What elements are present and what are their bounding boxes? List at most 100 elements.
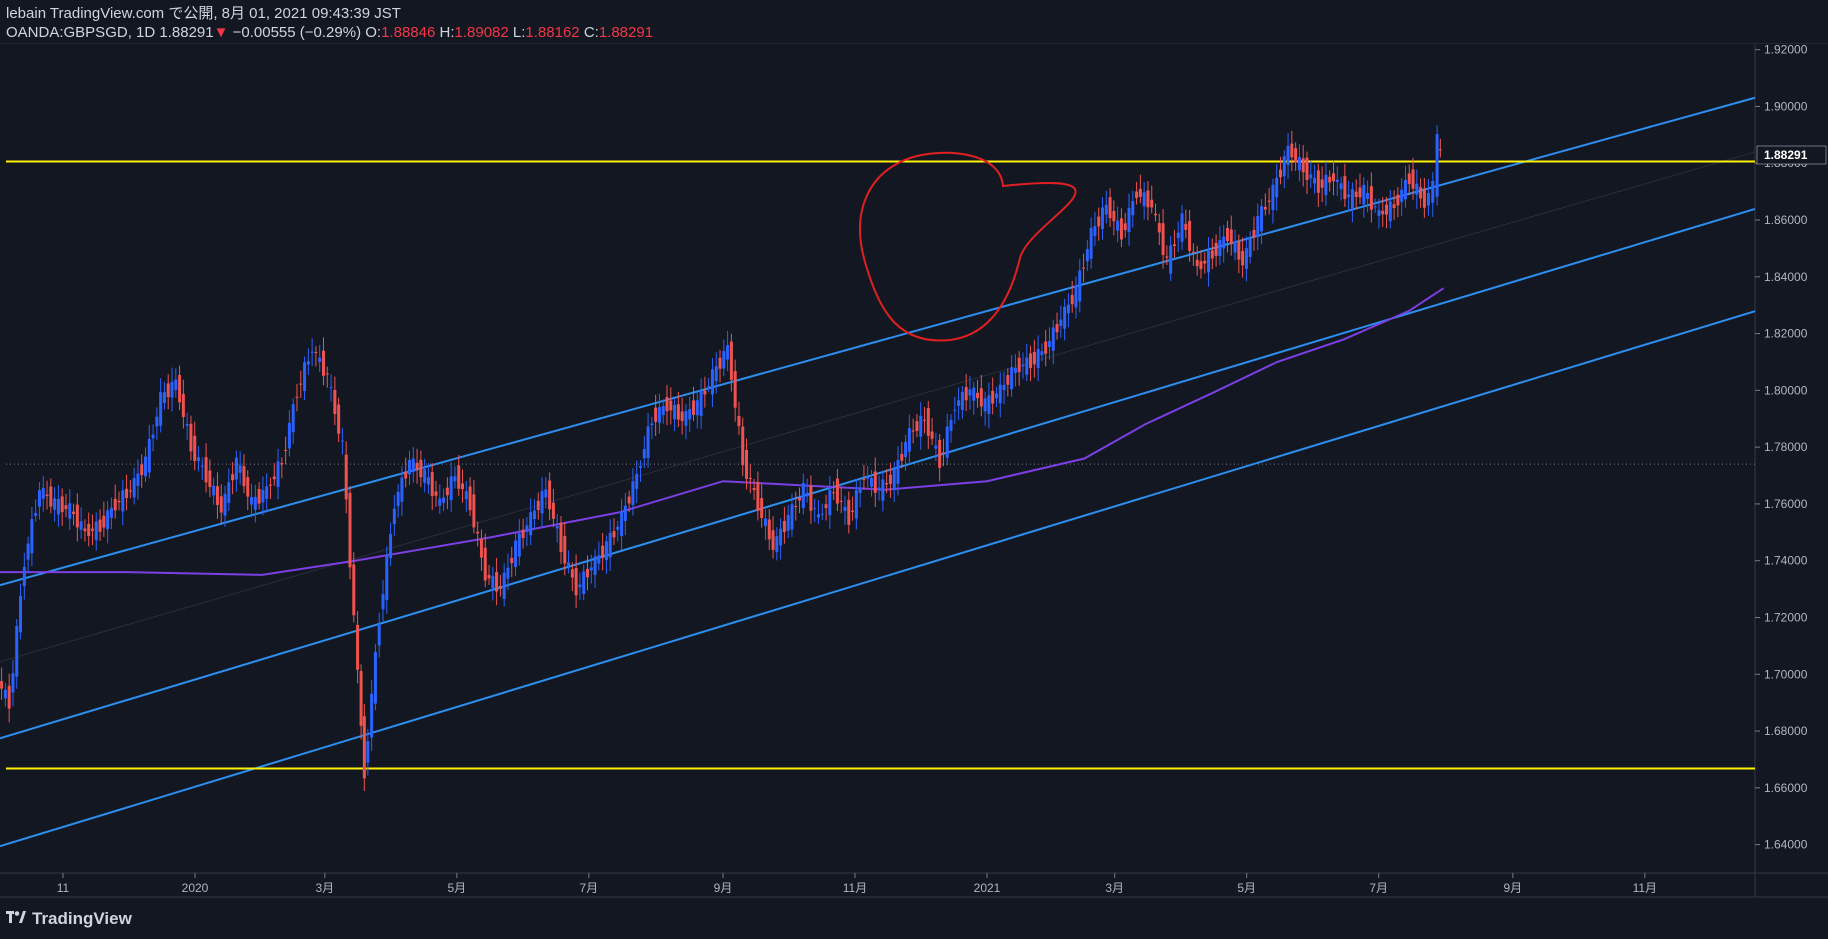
candle-body <box>983 398 987 412</box>
candle-body <box>779 528 783 546</box>
candle-body <box>888 474 892 484</box>
candle-body <box>1244 248 1248 269</box>
candle-body <box>760 498 764 519</box>
horizontal-lines[interactable] <box>6 160 1755 770</box>
tradingview-footer[interactable]: TradingView <box>6 909 132 929</box>
candle-body <box>1101 207 1104 229</box>
close-value: 1.88291 <box>598 24 654 41</box>
candle-body <box>1426 192 1430 206</box>
candle-body <box>707 385 711 387</box>
candle-body <box>1123 223 1127 231</box>
candle-body <box>1112 210 1116 222</box>
candle-body <box>745 449 749 479</box>
candle-body <box>321 350 325 376</box>
time-axis[interactable]: 11 2020 3月 5月 7月 9月 11月 2021 3月 5月 7月 9月 11月 <box>57 873 1657 895</box>
candle-body <box>680 411 684 421</box>
candle-body <box>121 490 125 512</box>
candle-body <box>786 514 790 531</box>
candle-body <box>284 450 288 452</box>
candle-body <box>737 415 741 427</box>
candle-body <box>532 510 536 519</box>
candle-body <box>483 547 487 581</box>
candle-body <box>303 362 307 392</box>
candle-body <box>551 502 555 519</box>
time-tick-label: 7月 <box>579 881 598 895</box>
time-tick-label: 11月 <box>843 881 867 895</box>
price-axis[interactable]: 1.920001.900001.880001.860001.840001.820… <box>1755 43 1827 852</box>
candle-body <box>809 485 813 511</box>
candle-body <box>189 423 193 452</box>
candle-body <box>381 594 385 610</box>
candle-body <box>862 478 866 480</box>
candle-body <box>1029 353 1033 368</box>
candle-body <box>72 511 76 515</box>
candle-body <box>703 390 707 395</box>
candle-body <box>669 400 673 411</box>
candle-body <box>377 624 381 646</box>
candle-body <box>389 533 393 559</box>
candle-body <box>847 499 851 525</box>
price-tick-label: 1.92000 <box>1764 43 1808 57</box>
candle-body <box>491 576 495 589</box>
candle-body <box>310 351 314 353</box>
candle-body <box>257 489 261 504</box>
candle-body <box>854 490 858 519</box>
annotation-ellipse[interactable] <box>859 151 1077 342</box>
open-value: 1.88846 <box>381 24 436 41</box>
candle-body <box>839 500 843 502</box>
candle-body <box>968 389 972 396</box>
candle-body <box>741 426 745 466</box>
price-tick-label: 1.72000 <box>1764 610 1808 624</box>
candle-body <box>1135 191 1139 199</box>
candle-body <box>813 508 817 510</box>
candle-body <box>385 554 389 600</box>
time-tick-label: 3月 <box>1105 881 1124 895</box>
candle-body <box>1059 319 1063 326</box>
candle-body <box>64 505 68 510</box>
regression-channel[interactable] <box>0 0 1828 848</box>
candle-body <box>356 624 360 670</box>
candle-body <box>1309 174 1313 179</box>
candle-body <box>775 536 779 552</box>
candle-body <box>295 396 299 398</box>
time-tick-label: 11 <box>57 881 70 895</box>
candle-body <box>1180 213 1184 242</box>
candle-body <box>752 487 756 491</box>
candle-body <box>601 545 605 558</box>
candle-body <box>445 487 449 496</box>
candle-body <box>299 383 303 385</box>
candle-body <box>253 496 257 510</box>
candle-body <box>1116 220 1120 231</box>
candle-body <box>938 439 942 468</box>
candle-body <box>348 492 352 568</box>
candle-body <box>1354 191 1358 198</box>
candle-body <box>1275 177 1279 198</box>
candle-body <box>453 476 457 482</box>
candle-body <box>404 471 408 479</box>
candle-body <box>714 366 718 382</box>
candle-body <box>185 424 189 426</box>
candle-body <box>461 483 465 490</box>
candle-body <box>423 469 427 483</box>
candle-body <box>1006 375 1010 385</box>
candle-body <box>291 404 295 433</box>
candle-body <box>87 523 91 536</box>
candle-body <box>1305 157 1309 180</box>
candle-body <box>204 457 208 483</box>
candle-body <box>979 388 983 407</box>
candle-body <box>53 498 57 510</box>
brand-name: TradingView <box>32 909 132 928</box>
candle-body <box>801 482 805 509</box>
candle-body <box>1373 206 1377 208</box>
candle-body <box>419 459 423 478</box>
candle-body <box>881 479 885 501</box>
candle-body <box>657 407 661 423</box>
candle-body <box>1332 173 1335 182</box>
candle-body <box>1392 204 1396 209</box>
candle-body <box>106 510 110 530</box>
candle-body <box>22 566 26 587</box>
candle-body <box>506 567 510 579</box>
candle-body <box>639 466 642 468</box>
candle-body <box>49 486 53 507</box>
